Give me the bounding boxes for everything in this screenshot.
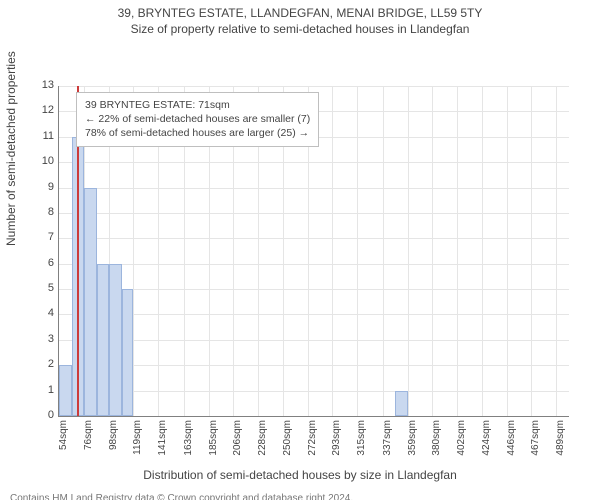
gridline-h — [59, 213, 569, 214]
annotation-box: 39 BRYNTEG ESTATE: 71sqm ← 22% of semi-d… — [76, 92, 319, 147]
histogram-bar — [109, 264, 122, 416]
x-tick-label: 272sqm — [307, 420, 318, 460]
y-tick-label: 7 — [14, 231, 54, 243]
gridline-h — [59, 391, 569, 392]
histogram-bar — [122, 289, 133, 416]
gridline-v — [482, 86, 483, 416]
annotation-line-3: 78% of semi-detached houses are larger (… — [85, 126, 310, 140]
histogram-bar — [84, 188, 97, 416]
x-tick-label: 119sqm — [132, 420, 143, 460]
y-tick-label: 10 — [14, 155, 54, 167]
gridline-h — [59, 86, 569, 87]
y-tick-label: 1 — [14, 384, 54, 396]
y-tick-label: 8 — [14, 206, 54, 218]
x-tick-label: 54sqm — [58, 420, 69, 460]
x-tick-label: 489sqm — [555, 420, 566, 460]
gridline-h — [59, 238, 569, 239]
y-tick-label: 4 — [14, 307, 54, 319]
title-line-1: 39, BRYNTEG ESTATE, LLANDEGFAN, MENAI BR… — [0, 6, 600, 20]
gridline-v — [383, 86, 384, 416]
x-tick-label: 185sqm — [208, 420, 219, 460]
x-tick-label: 424sqm — [481, 420, 492, 460]
gridline-v — [556, 86, 557, 416]
y-tick-label: 5 — [14, 282, 54, 294]
x-tick-label: 337sqm — [382, 420, 393, 460]
gridline-v — [432, 86, 433, 416]
y-tick-label: 9 — [14, 181, 54, 193]
title-line-2: Size of property relative to semi-detach… — [0, 22, 600, 36]
gridline-h — [59, 264, 569, 265]
annotation-line-2: ← 22% of semi-detached houses are smalle… — [85, 112, 310, 126]
gridline-h — [59, 314, 569, 315]
chart-titles: 39, BRYNTEG ESTATE, LLANDEGFAN, MENAI BR… — [0, 0, 600, 36]
x-tick-label: 467sqm — [530, 420, 541, 460]
y-tick-label: 2 — [14, 358, 54, 370]
x-tick-label: 163sqm — [183, 420, 194, 460]
x-tick-label: 446sqm — [506, 420, 517, 460]
y-tick-label: 3 — [14, 333, 54, 345]
footer-attribution: Contains HM Land Registry data © Crown c… — [10, 492, 392, 500]
x-tick-label: 293sqm — [331, 420, 342, 460]
x-tick-label: 380sqm — [431, 420, 442, 460]
gridline-v — [531, 86, 532, 416]
y-tick-label: 12 — [14, 104, 54, 116]
x-tick-label: 141sqm — [157, 420, 168, 460]
histogram-bar — [59, 365, 72, 416]
histogram-bar — [395, 391, 408, 416]
x-tick-label: 206sqm — [232, 420, 243, 460]
x-axis-label: Distribution of semi-detached houses by … — [0, 468, 600, 482]
x-tick-label: 402sqm — [456, 420, 467, 460]
y-tick-label: 11 — [14, 130, 54, 142]
gridline-v — [457, 86, 458, 416]
gridline-v — [332, 86, 333, 416]
gridline-h — [59, 289, 569, 290]
annotation-line-1: 39 BRYNTEG ESTATE: 71sqm — [85, 98, 310, 112]
y-tick-label: 6 — [14, 257, 54, 269]
x-tick-label: 76sqm — [83, 420, 94, 460]
y-tick-label: 0 — [14, 409, 54, 421]
gridline-v — [357, 86, 358, 416]
gridline-h — [59, 162, 569, 163]
gridline-h — [59, 365, 569, 366]
x-tick-label: 359sqm — [407, 420, 418, 460]
gridline-v — [507, 86, 508, 416]
gridline-h — [59, 340, 569, 341]
x-tick-label: 98sqm — [108, 420, 119, 460]
footer-line-1: Contains HM Land Registry data © Crown c… — [10, 492, 392, 500]
y-tick-label: 13 — [14, 79, 54, 91]
histogram-bar — [97, 264, 110, 416]
gridline-v — [408, 86, 409, 416]
gridline-h — [59, 188, 569, 189]
x-tick-label: 228sqm — [257, 420, 268, 460]
x-tick-label: 250sqm — [282, 420, 293, 460]
x-tick-label: 315sqm — [356, 420, 367, 460]
